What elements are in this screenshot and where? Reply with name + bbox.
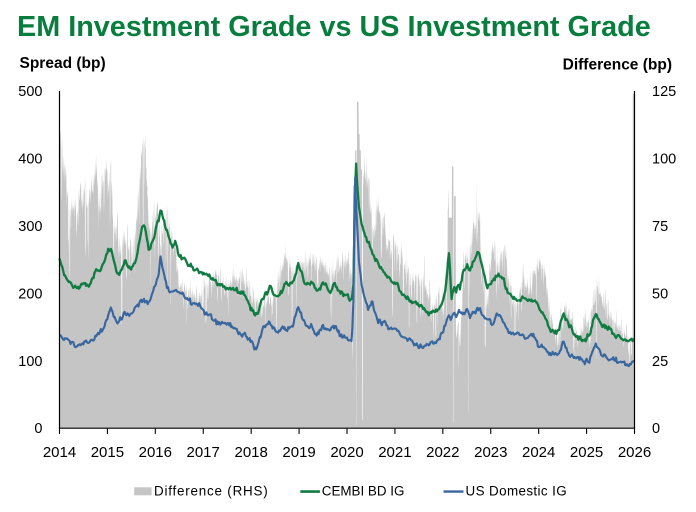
svg-text:2020: 2020 [330, 444, 363, 461]
svg-text:2026: 2026 [618, 444, 651, 461]
svg-text:2024: 2024 [522, 444, 555, 461]
svg-text:0: 0 [652, 421, 660, 437]
svg-text:100: 100 [652, 152, 676, 168]
svg-text:400: 400 [18, 152, 42, 168]
svg-text:200: 200 [18, 286, 42, 302]
svg-text:US Domestic IG: US Domestic IG [466, 484, 568, 499]
svg-text:2022: 2022 [426, 444, 459, 461]
svg-text:75: 75 [652, 219, 668, 235]
svg-text:2015: 2015 [91, 444, 124, 461]
svg-text:2016: 2016 [139, 444, 172, 461]
svg-text:2021: 2021 [378, 444, 411, 461]
svg-text:Difference (RHS): Difference (RHS) [154, 484, 269, 499]
svg-text:2017: 2017 [187, 444, 220, 461]
svg-text:2014: 2014 [43, 444, 76, 461]
svg-text:0: 0 [34, 421, 42, 437]
svg-text:2019: 2019 [282, 444, 315, 461]
svg-text:50: 50 [652, 286, 668, 302]
svg-text:500: 500 [18, 84, 42, 100]
svg-text:Difference (bp): Difference (bp) [563, 57, 672, 74]
svg-text:2023: 2023 [474, 444, 507, 461]
svg-text:EM Investment Grade vs US Inve: EM Investment Grade vs US Investment Gra… [17, 11, 651, 43]
svg-text:CEMBI BD IG: CEMBI BD IG [322, 484, 405, 499]
svg-text:2018: 2018 [235, 444, 268, 461]
svg-text:2025: 2025 [570, 444, 603, 461]
svg-text:100: 100 [18, 354, 42, 370]
svg-text:25: 25 [652, 354, 668, 370]
svg-text:Spread (bp): Spread (bp) [20, 55, 106, 72]
svg-text:300: 300 [18, 219, 42, 235]
svg-text:125: 125 [652, 84, 676, 100]
